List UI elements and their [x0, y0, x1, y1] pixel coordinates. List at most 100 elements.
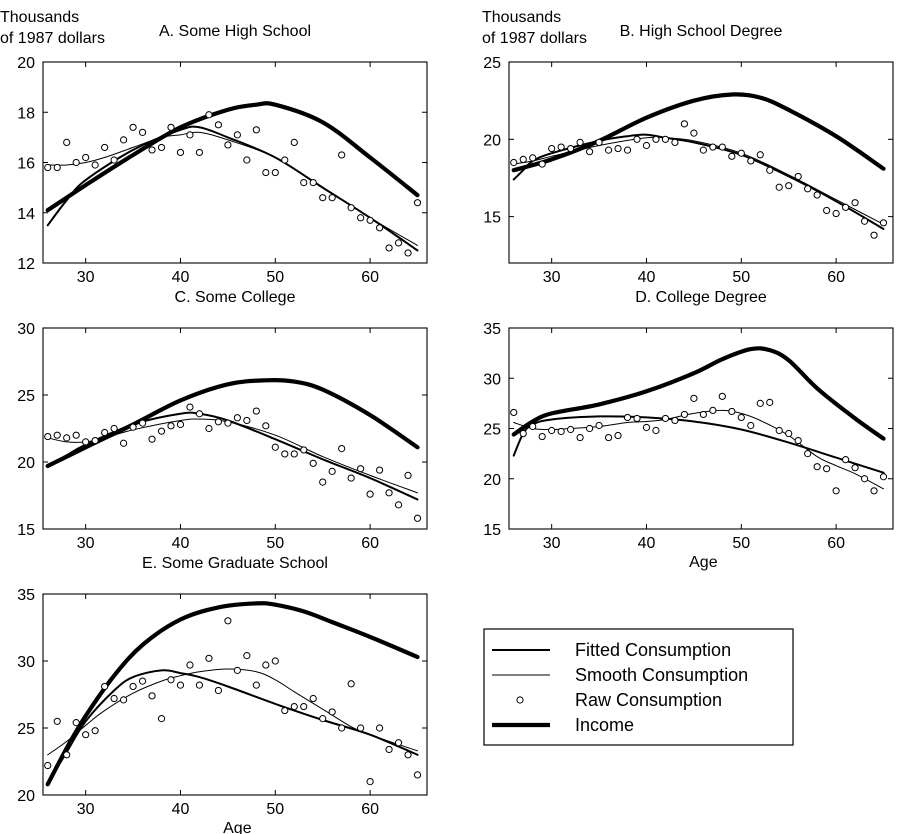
legend-label: Raw Consumption [575, 690, 722, 710]
ylabel-line2-left: of 1987 dollars [0, 30, 105, 47]
raw-point [680, 120, 689, 128]
raw-point [53, 431, 61, 439]
raw-point [110, 424, 118, 433]
raw-point [623, 413, 632, 422]
panel-title: C. Some College [175, 289, 296, 306]
raw-point [785, 429, 793, 438]
raw-point [233, 414, 241, 422]
x-tick-label: 60 [827, 269, 845, 286]
plot-frame [42, 61, 428, 264]
series-line-income [511, 346, 886, 441]
ylabel-line1-left: Thousands [0, 9, 79, 26]
raw-point [148, 435, 156, 443]
raw-point [271, 443, 279, 451]
raw-point [63, 434, 71, 442]
raw-point [328, 708, 336, 716]
raw-point [262, 422, 270, 430]
raw-point [44, 761, 52, 770]
raw-point [557, 427, 565, 436]
x-tick-label: 60 [361, 269, 379, 286]
raw-point [300, 179, 308, 187]
raw-point [148, 692, 156, 700]
raw-point [309, 459, 317, 467]
panel-3: C. Some College 30 40 50 60 15 20 25 30 [17, 289, 428, 552]
raw-point [309, 694, 317, 703]
raw-point [110, 156, 118, 164]
y-tick-label: 30 [483, 371, 501, 388]
raw-point [338, 724, 346, 732]
raw-point [252, 126, 260, 134]
x-tick-label: 40 [638, 269, 656, 286]
raw-point [319, 715, 327, 723]
series-line-fitted [46, 125, 419, 252]
panel-plot-area [510, 346, 888, 495]
raw-point [214, 121, 223, 129]
raw-point [63, 751, 71, 759]
raw-point [129, 682, 137, 691]
legend-item-raw: Raw Consumption [516, 690, 722, 710]
legend-items: Fitted Consumption Smooth Consumption Raw … [492, 640, 748, 735]
x-tick-label: 50 [266, 801, 284, 818]
raw-point [718, 392, 726, 400]
raw-point [519, 155, 527, 164]
raw-point [614, 144, 622, 153]
plot-frame [508, 61, 894, 264]
y-tick-label: 18 [17, 105, 35, 122]
raw-point [290, 450, 298, 458]
x-tick-label: 60 [361, 801, 379, 818]
y-tick-label: 25 [17, 721, 35, 738]
series-line-income [45, 601, 420, 787]
x-tick-label: 60 [827, 535, 845, 552]
y-tick-label: 20 [483, 132, 501, 149]
legend-item-income: Income [492, 715, 634, 735]
raw-point [756, 399, 764, 407]
raw-point [860, 217, 869, 225]
raw-point [72, 719, 80, 727]
raw-point [110, 694, 118, 703]
raw-point [567, 425, 575, 434]
x-axis-label: Age [223, 820, 252, 834]
raw-point [804, 450, 812, 458]
raw-point [404, 471, 412, 479]
raw-point [538, 160, 546, 168]
raw-point [775, 426, 783, 435]
raw-point [262, 168, 270, 177]
series-line-smooth [47, 668, 418, 756]
raw-point [785, 182, 793, 190]
raw-point [91, 436, 99, 445]
raw-point [413, 771, 422, 779]
raw-point [766, 166, 774, 174]
raw-point [851, 464, 859, 472]
raw-point [101, 143, 109, 152]
raw-point [879, 473, 888, 481]
raw-point [794, 436, 802, 445]
raw-point [728, 152, 736, 160]
legend-label: Fitted Consumption [575, 640, 731, 660]
series-line-income [45, 101, 420, 213]
raw-point [119, 696, 128, 704]
raw-point [614, 431, 622, 440]
x-tick-label: 40 [638, 535, 656, 552]
y-tick-label: 35 [17, 587, 35, 604]
raw-point [557, 143, 565, 151]
legend-item-fitted: Fitted Consumption [492, 640, 731, 660]
raw-point [82, 153, 90, 162]
raw-point [510, 408, 518, 417]
raw-point [633, 414, 641, 423]
raw-point [186, 403, 194, 411]
ylabel-line1-right: Thousands [482, 9, 561, 26]
x-tick-label: 40 [172, 269, 190, 286]
raw-point [138, 677, 147, 685]
raw-point [585, 424, 594, 433]
panel-title: A. Some High School [159, 23, 311, 40]
raw-point [832, 209, 840, 218]
raw-point [804, 185, 812, 193]
raw-point [841, 203, 850, 211]
x-tick-label: 30 [77, 801, 95, 818]
raw-point [394, 239, 403, 247]
raw-point [252, 681, 260, 689]
raw-point [271, 657, 279, 665]
panel-plot-area [44, 377, 422, 522]
series-line-income [45, 377, 420, 469]
